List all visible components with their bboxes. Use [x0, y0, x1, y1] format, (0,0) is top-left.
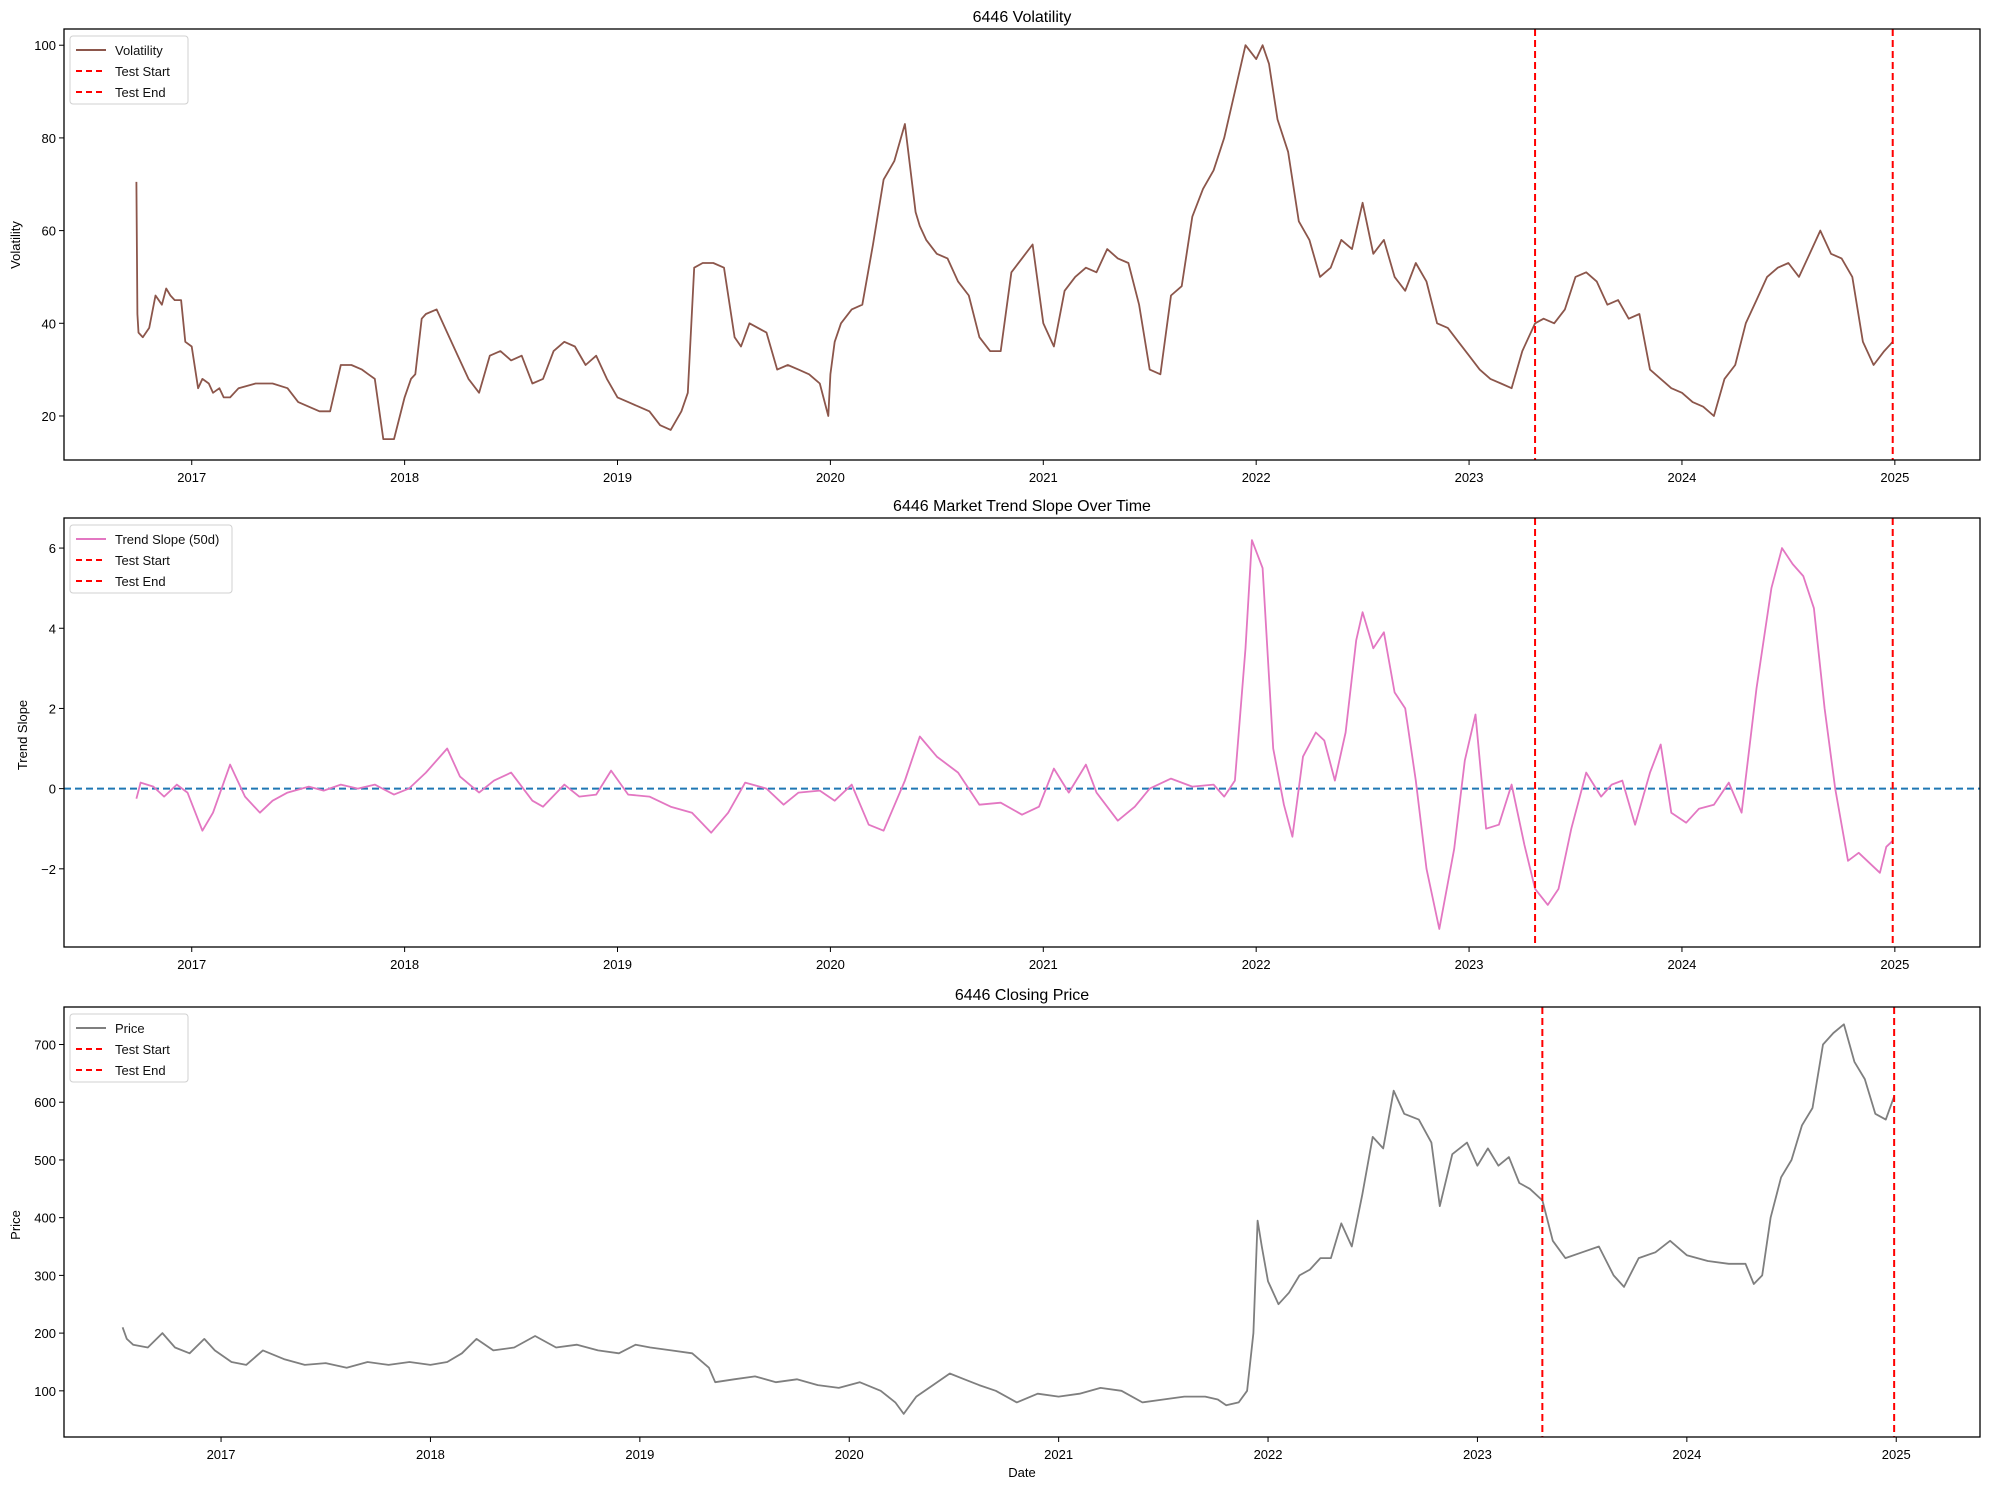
legend-box [69, 35, 189, 105]
panel-title: 6446 Volatility [973, 9, 1072, 26]
y-tick-label: 2 [49, 701, 56, 716]
y-tick-label: 200 [34, 1326, 56, 1341]
legend-label: Test Start [115, 64, 170, 79]
x-tick-label: 2018 [416, 1447, 445, 1462]
x-tick-label: 2025 [1880, 957, 1909, 972]
x-tick-label: 2022 [1242, 957, 1271, 972]
legend-label: Volatility [115, 43, 163, 58]
x-tick-label: 2017 [177, 470, 206, 485]
legend-box [69, 1013, 189, 1083]
x-tick-label: 2020 [816, 957, 845, 972]
x-tick-label: 2024 [1667, 470, 1696, 485]
y-tick-label: 4 [49, 621, 56, 636]
x-tick-label: 2025 [1882, 1447, 1911, 1462]
legend-label: Price [115, 1021, 145, 1036]
x-tick-label: 2023 [1455, 957, 1484, 972]
trend-slope-panel: 6446 Market Trend Slope Over Time 2017 20… [15, 498, 1981, 972]
x-tick-label: 2025 [1880, 470, 1909, 485]
y-tick-label: 60 [42, 224, 56, 239]
y-axis-label: Price [8, 1210, 23, 1240]
y-axis-label: Volatility [8, 221, 23, 269]
x-tick-label: 2022 [1242, 470, 1271, 485]
y-tick-label: 100 [34, 38, 56, 53]
legend-label: Test Start [115, 1042, 170, 1057]
series-line [135, 44, 1894, 441]
x-tick-label: 2017 [177, 957, 206, 972]
y-tick-label: 300 [34, 1268, 56, 1283]
legend-label: Test End [115, 1063, 166, 1078]
y-tick-label: 500 [34, 1153, 56, 1168]
x-tick-label: 2019 [603, 470, 632, 485]
series-line [135, 539, 1894, 930]
legend: Price Test Start Test End [69, 1013, 189, 1083]
plot-area: 2017 2018 2019 2020 2021 2022 2023 2024 2025 20 40… [34, 28, 1981, 485]
axes-frame [63, 1006, 1981, 1438]
y-tick-label: 100 [34, 1384, 56, 1399]
y-tick-label: 600 [34, 1095, 56, 1110]
legend-box [69, 524, 233, 594]
y-axis-label: Trend Slope [15, 700, 30, 770]
legend-label: Trend Slope (50d) [115, 532, 219, 547]
panel-title: 6446 Market Trend Slope Over Time [893, 498, 1151, 515]
x-tick-label: 2020 [816, 470, 845, 485]
x-axis-label: Date [1008, 1465, 1035, 1480]
x-tick-label: 2018 [390, 957, 419, 972]
legend-label: Test End [115, 85, 166, 100]
plot-area: 2017 2018 2019 2020 2021 2022 2023 2024 2025 100 2… [34, 1006, 1981, 1462]
y-tick-label: 20 [42, 409, 56, 424]
x-tick-label: 2022 [1254, 1447, 1283, 1462]
y-tick-label: 80 [42, 131, 56, 146]
axes-frame [63, 28, 1981, 461]
x-tick-label: 2018 [390, 470, 419, 485]
x-tick-label: 2019 [603, 957, 632, 972]
x-tick-label: 2023 [1463, 1447, 1492, 1462]
y-tick-label: −2 [41, 862, 56, 877]
x-tick-label: 2024 [1672, 1447, 1701, 1462]
volatility-panel: 6446 Volatility 2017 2018 2019 2020 2021 2022… [8, 9, 1981, 485]
y-tick-label: 40 [42, 316, 56, 331]
x-tick-label: 2021 [1044, 1447, 1073, 1462]
x-tick-label: 2024 [1667, 957, 1696, 972]
series-line [121, 1023, 1895, 1415]
axes-frame [63, 517, 1981, 948]
plot-area: 2017 2018 2019 2020 2021 2022 2023 2024 2025 −2 0 2… [41, 517, 1981, 972]
legend: Volatility Test Start Test End [69, 35, 189, 105]
y-tick-label: 0 [49, 782, 56, 797]
x-tick-label: 2019 [625, 1447, 654, 1462]
x-tick-label: 2021 [1029, 957, 1058, 972]
panel-title: 6446 Closing Price [955, 987, 1089, 1004]
legend-label: Test Start [115, 553, 170, 568]
x-tick-label: 2020 [835, 1447, 864, 1462]
y-tick-label: 400 [34, 1211, 56, 1226]
closing-price-panel: 6446 Closing Price 2017 2018 2019 2020 2021 2… [8, 987, 1981, 1480]
x-tick-label: 2023 [1455, 470, 1484, 485]
y-tick-label: 6 [49, 541, 56, 556]
x-tick-label: 2021 [1029, 470, 1058, 485]
x-tick-label: 2017 [207, 1447, 236, 1462]
y-tick-label: 700 [34, 1038, 56, 1053]
legend: Trend Slope (50d) Test Start Test End [69, 524, 233, 594]
legend-label: Test End [115, 574, 166, 589]
